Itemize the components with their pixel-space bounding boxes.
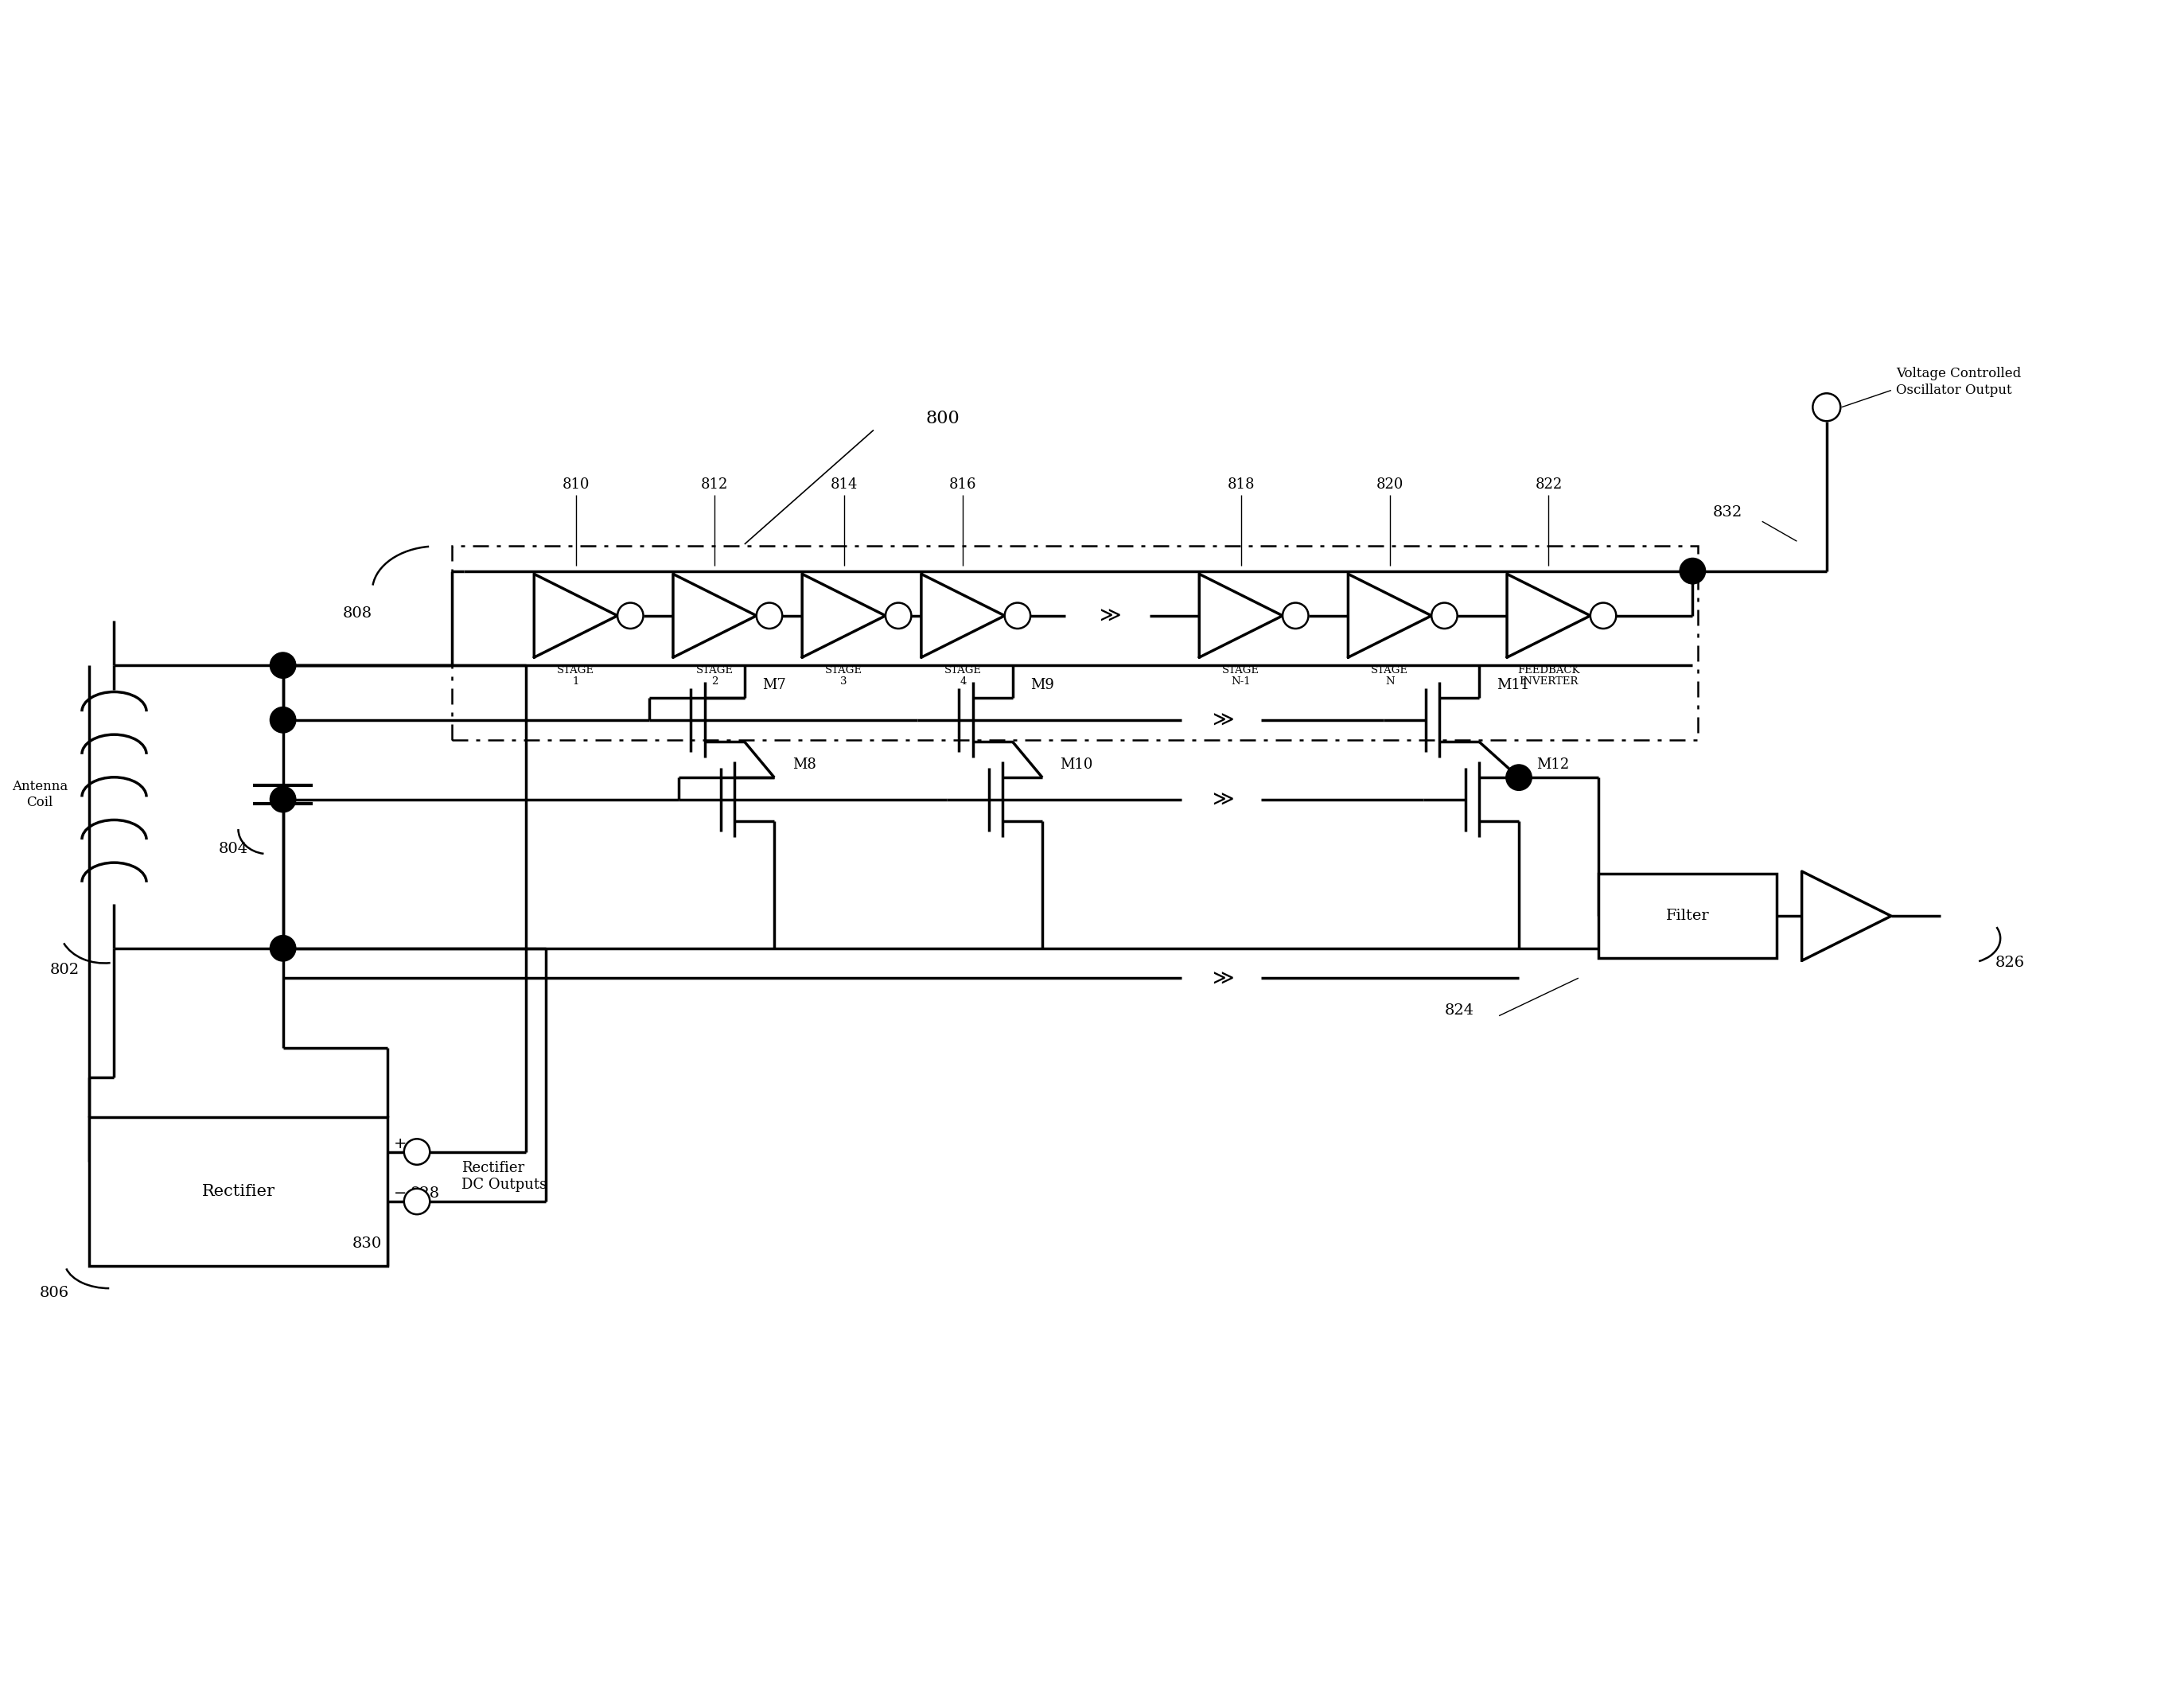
- Circle shape: [271, 936, 295, 961]
- Text: 820: 820: [1376, 477, 1404, 492]
- Circle shape: [271, 786, 295, 812]
- Text: M8: M8: [793, 757, 817, 771]
- Text: 824: 824: [1444, 1004, 1474, 1017]
- Text: 814: 814: [830, 477, 858, 492]
- Text: 800: 800: [926, 409, 961, 428]
- Text: STAGE
2: STAGE 2: [697, 666, 734, 686]
- Text: $\gg$: $\gg$: [1208, 790, 1234, 810]
- Bar: [90, 1117, 387, 1267]
- Text: STAGE
N-1: STAGE N-1: [1223, 666, 1260, 686]
- Circle shape: [271, 652, 295, 678]
- Text: FEEDBACK
INVERTER: FEEDBACK INVERTER: [1518, 666, 1579, 686]
- Circle shape: [1005, 603, 1031, 628]
- Circle shape: [1813, 394, 1841, 421]
- Text: Filter: Filter: [1666, 908, 1710, 924]
- Text: 810: 810: [561, 477, 590, 492]
- Text: $\gg$: $\gg$: [1208, 968, 1234, 988]
- Text: 812: 812: [701, 477, 729, 492]
- Text: M9: M9: [1031, 678, 1055, 693]
- Text: M10: M10: [1059, 757, 1094, 771]
- Text: 826: 826: [1996, 956, 2025, 970]
- Text: 818: 818: [1227, 477, 1254, 492]
- Text: Rectifier
DC Outputs: Rectifier DC Outputs: [461, 1161, 546, 1192]
- Text: M12: M12: [1538, 757, 1570, 771]
- Text: 830: 830: [352, 1236, 382, 1250]
- Text: M7: M7: [762, 678, 786, 693]
- Circle shape: [271, 706, 295, 734]
- Circle shape: [1282, 603, 1308, 628]
- Circle shape: [756, 603, 782, 628]
- Circle shape: [885, 603, 911, 628]
- Bar: [452, 547, 1697, 740]
- Text: −: −: [393, 1185, 406, 1200]
- Text: 816: 816: [950, 477, 976, 492]
- Polygon shape: [1802, 871, 1891, 961]
- Circle shape: [404, 1139, 430, 1165]
- Bar: [1599, 874, 1778, 958]
- Text: Antenna
Coil: Antenna Coil: [11, 779, 68, 808]
- Text: STAGE
4: STAGE 4: [943, 666, 981, 686]
- Text: 806: 806: [39, 1285, 70, 1301]
- Text: $\gg$: $\gg$: [1094, 606, 1120, 627]
- Circle shape: [404, 1189, 430, 1214]
- Circle shape: [1590, 603, 1616, 628]
- Text: Voltage Controlled
Oscillator Output: Voltage Controlled Oscillator Output: [1896, 367, 2020, 397]
- Circle shape: [1679, 559, 1706, 584]
- Text: 808: 808: [343, 606, 371, 621]
- Text: Rectifier: Rectifier: [201, 1184, 275, 1199]
- Text: 832: 832: [1712, 504, 1743, 520]
- Circle shape: [1507, 764, 1531, 791]
- Circle shape: [1431, 603, 1457, 628]
- Text: $\gg$: $\gg$: [1208, 710, 1234, 730]
- Text: M11: M11: [1496, 678, 1531, 693]
- Text: STAGE
3: STAGE 3: [826, 666, 863, 686]
- Text: 822: 822: [1535, 477, 1562, 492]
- Text: 828: 828: [411, 1187, 439, 1200]
- Text: +: +: [393, 1136, 406, 1151]
- Text: STAGE
N: STAGE N: [1372, 666, 1409, 686]
- Circle shape: [618, 603, 644, 628]
- Text: 802: 802: [50, 963, 79, 978]
- Text: STAGE
1: STAGE 1: [557, 666, 594, 686]
- Text: 804: 804: [218, 842, 249, 856]
